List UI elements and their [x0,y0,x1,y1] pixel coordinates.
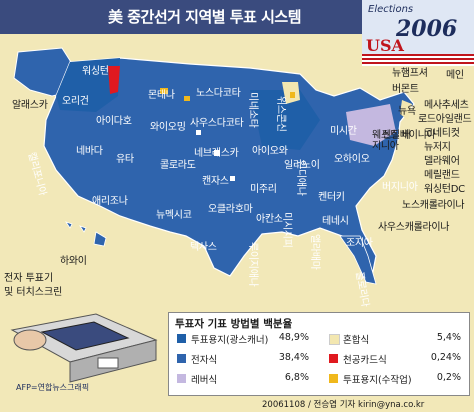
elections-year: 2006 [396,16,458,42]
legend-label-electronic: 전자식 [191,355,218,366]
hawaii-shape [65,221,107,247]
byline: 20061108 / 전승엽 기자 kirin@yna.co.kr [262,400,425,410]
legend-label-optical: 투표용지(광스캐너) [191,335,269,346]
label-hawaii: 하와이 [60,256,87,267]
label-new-mexico: 뉴멕시코 [156,210,192,221]
label-iowa: 아이오와 [252,146,288,157]
label-washington: 워싱턴 [82,66,109,77]
label-washington-dc: 워싱턴DC [424,184,465,195]
label-colorado: 콜로라도 [160,160,196,171]
label-new-york: 뉴욕 [398,106,416,117]
label-illinois: 일리노이 [284,160,320,171]
label-kentucky: 켄터키 [318,192,345,203]
label-west-virginia: 웨스트 버지니아 [372,130,411,152]
legend-value-electronic: 38,4% [278,352,309,363]
paper-region-3 [290,92,295,98]
us-map [13,47,415,285]
label-arizona: 애리조나 [92,196,128,207]
legend-value-punch: 0,24% [430,352,461,363]
label-kansas: 캔자스 [202,176,229,187]
paper-region-2 [184,96,190,101]
label-oregon: 오리건 [62,96,89,107]
usa-label: USA [366,36,404,55]
legend-value-lever: 6,8% [284,372,309,383]
machine-label-line-2: 및 터치스크린 [4,287,63,298]
county-fragment-3 [196,130,201,135]
paper-region-1 [160,88,168,94]
label-virginia: 버지니아 [382,182,418,193]
label-ohio: 오하이오 [334,154,370,165]
label-south-carolina: 사우스캐롤라이나 [378,222,450,233]
optical-region-west [56,58,120,112]
legend-swatch-mixed [329,334,340,345]
legend-value-optical: 48,9% [278,332,309,343]
voting-machine-illustration [10,313,158,383]
legend-label-lever: 레버식 [191,375,218,386]
legend-label-punch: 천공카드식 [343,355,387,366]
county-fragment-1 [214,150,220,156]
mixed-region-2 [400,100,412,120]
label-massachusetts: 메사추세츠 [424,100,469,111]
label-maryland: 메릴랜드 [424,170,460,181]
legend-swatch-paper [329,374,338,383]
label-mississippi: 미시시피 [281,212,292,248]
label-minnesota: 미네소타 [247,92,258,128]
legend-label-mixed: 혼합식 [343,335,370,346]
label-north-carolina: 노스캐롤라이나 [402,200,465,211]
county-fragment-2 [230,176,235,181]
voting-machine-label: 전자 투표기 및 터치스크린 [4,272,62,300]
lever-region [346,104,396,146]
legend-swatch-electronic [177,354,186,363]
label-louisiana: 루이지애나 [247,242,258,287]
legend-title: 투표자 기표 방법별 백분율 [175,318,293,330]
label-delaware: 델라웨어 [424,156,460,167]
florida-shape [339,235,377,285]
label-missouri: 미주리 [250,184,277,195]
label-vermont: 버몬트 [392,84,419,95]
page-title: 美 중간선거 지역별 투표 시스템 [108,8,302,26]
label-oklahoma: 오클라호마 [208,204,253,215]
label-georgia: 조지아 [346,238,373,249]
label-wyoming: 와이오밍 [150,122,186,133]
flag-stripes [362,54,474,66]
label-connecticut: 코네티컷 [424,128,460,139]
label-maine: 메인 [446,70,464,81]
label-pennsylvania: 펜실베이니아 [382,130,436,141]
label-south-dakota: 사우스다코타 [190,118,244,129]
label-alaska: 알래스카 [12,100,48,111]
optical-region-midwest [250,90,320,150]
label-new-hampshire: 뉴햄프셔 [392,68,428,79]
label-texas: 텍사스 [190,242,217,253]
label-nevada: 네바다 [76,146,103,157]
legend-swatch-punch [329,354,338,363]
legend: 투표자 기표 방법별 백분율 투표용지(광스캐너) 48,9% 혼합식 5,4%… [168,312,470,396]
label-new-jersey: 뉴저지 [424,142,451,153]
elections-label: Elections [368,4,414,15]
label-nebraska: 네브래스카 [194,148,239,159]
label-utah: 유타 [116,154,134,165]
legend-label-paper: 투표용지(수작업) [343,375,412,386]
label-idaho: 아이다호 [96,116,132,127]
legend-value-paper: 0,2% [436,372,461,383]
label-michigan: 미시간 [330,126,357,137]
label-wisconsin: 위스콘신 [275,96,286,132]
label-north-dakota: 노스다코타 [196,88,241,99]
credit: AFP=연합뉴스그래픽 [16,383,90,392]
legend-value-mixed: 5,4% [436,332,461,343]
punch-region [108,66,120,94]
label-montana: 몬태나 [148,90,175,101]
label-tennessee: 테네시 [322,216,349,227]
machine-label-line-1: 전자 투표기 [4,273,54,284]
label-rhode-island: 로드아일랜드 [418,114,472,125]
legend-swatch-optical [177,334,186,343]
legend-swatch-lever [177,374,186,383]
label-arkansas: 아칸소 [256,214,283,225]
label-indiana: 인디애나 [295,160,306,196]
label-alabama: 앨라배마 [309,234,320,270]
